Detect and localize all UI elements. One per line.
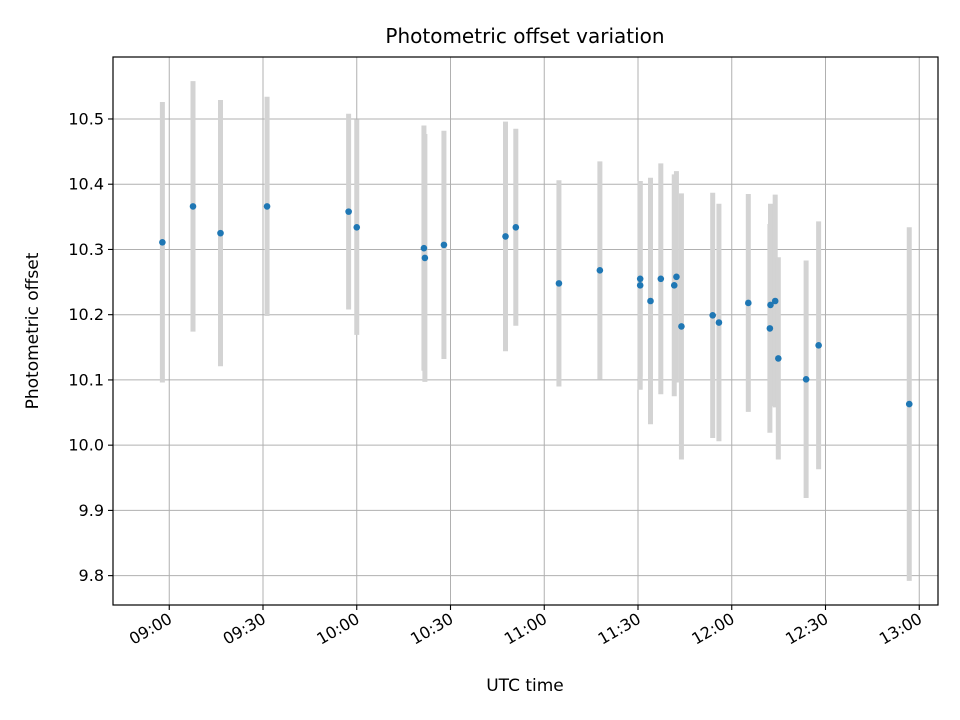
data-point <box>709 312 716 319</box>
data-point <box>189 203 197 210</box>
data-point <box>815 342 822 349</box>
y-tick-label: 9.9 <box>79 501 104 520</box>
data-point <box>512 223 520 231</box>
data-point <box>636 282 644 289</box>
y-tick-label: 10.4 <box>68 175 104 194</box>
data-point <box>345 208 352 215</box>
data-point <box>767 301 774 309</box>
y-tick-label: 10.1 <box>68 370 104 389</box>
y-tick-label: 10.2 <box>68 305 104 324</box>
y-tick-label: 9.8 <box>79 566 104 585</box>
data-point <box>421 254 429 262</box>
data-point <box>263 203 271 210</box>
data-point <box>555 280 563 287</box>
data-point <box>905 400 913 408</box>
data-point <box>670 282 678 289</box>
data-point <box>502 233 509 240</box>
chart-title: Photometric offset variation <box>385 24 664 48</box>
plot-frame <box>112 56 939 606</box>
x-axis-label: UTC time <box>486 676 564 696</box>
data-point <box>636 275 644 283</box>
data-point <box>217 229 224 237</box>
y-tick-label: 10.5 <box>68 109 104 128</box>
data-point <box>353 223 361 231</box>
data-point <box>420 244 428 252</box>
data-point <box>775 355 782 362</box>
y-tick-label: 10.3 <box>68 240 104 259</box>
data-point <box>657 275 665 283</box>
y-tick-label: 10.0 <box>68 436 104 455</box>
data-point <box>440 241 448 249</box>
data-points <box>159 203 913 408</box>
data-point <box>766 325 774 332</box>
data-point <box>596 267 604 274</box>
data-point <box>771 297 779 305</box>
data-point <box>802 375 810 383</box>
data-point <box>745 299 752 307</box>
data-point <box>647 297 654 305</box>
y-axis-label: Photometric offset <box>23 252 43 409</box>
data-point <box>673 273 680 281</box>
data-point <box>678 323 685 330</box>
data-point <box>715 319 723 326</box>
data-point <box>159 238 166 246</box>
